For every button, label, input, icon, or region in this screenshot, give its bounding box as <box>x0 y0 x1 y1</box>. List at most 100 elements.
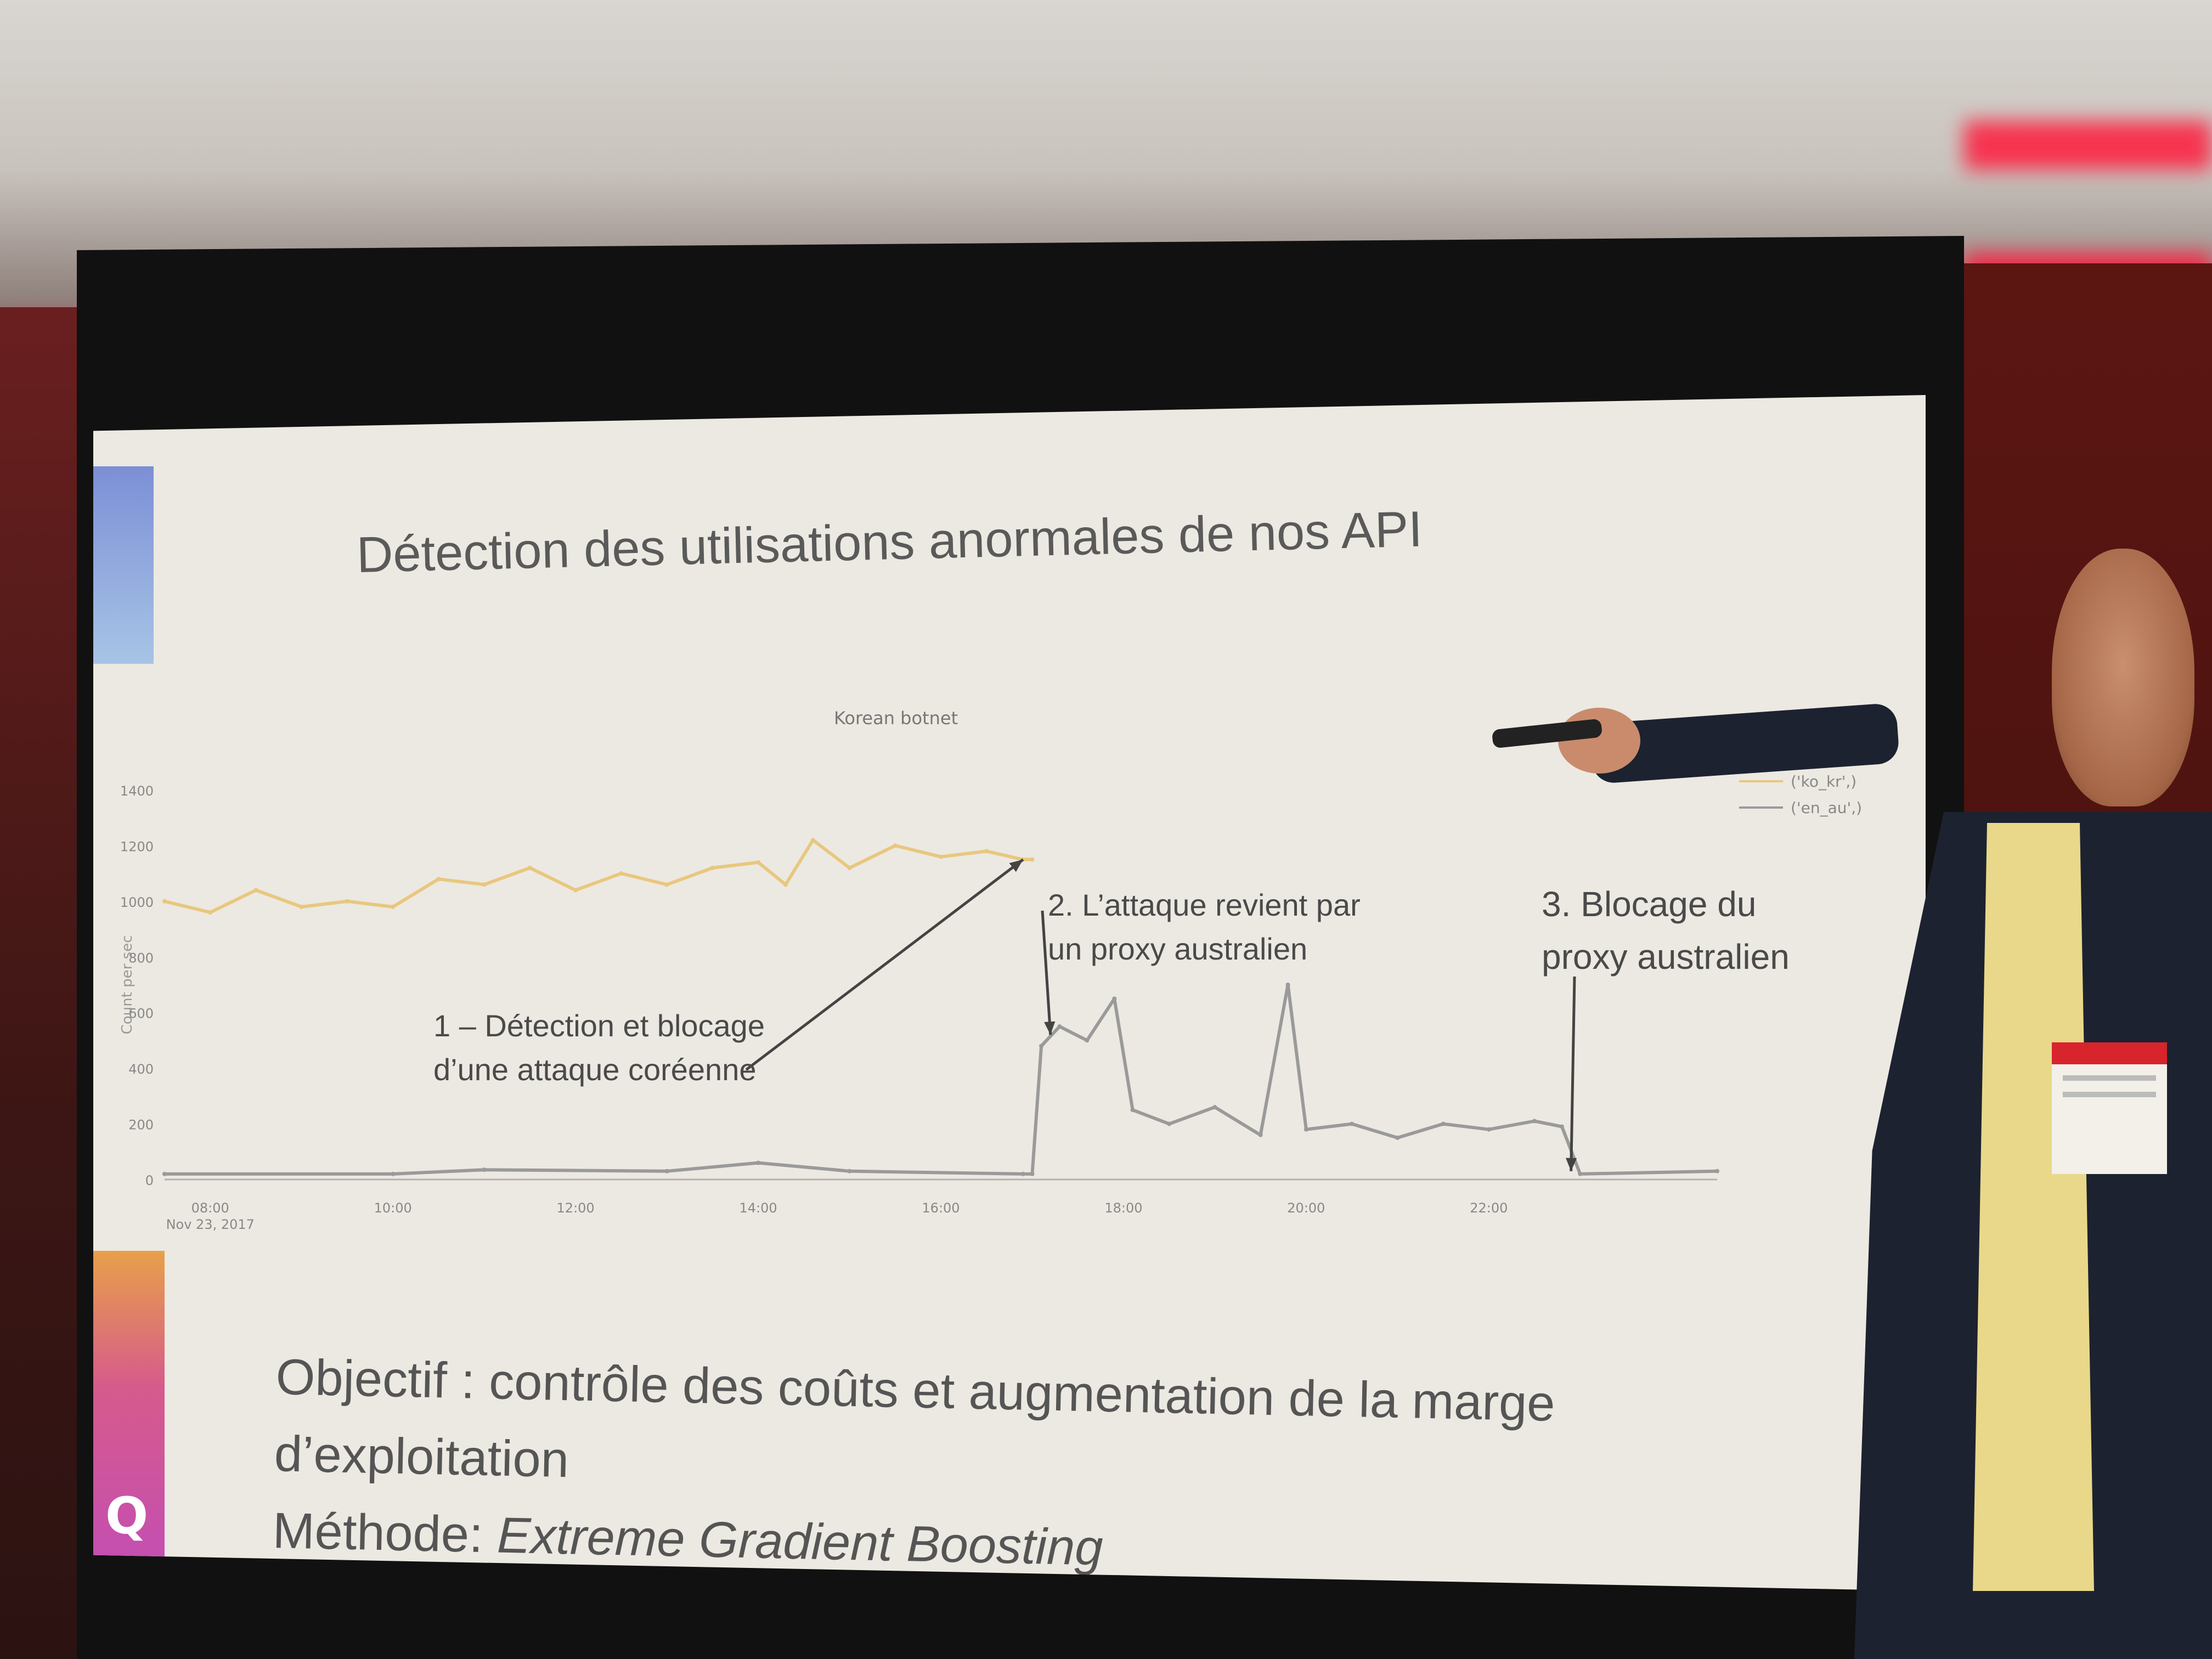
series-point-1 <box>1130 1108 1135 1113</box>
y-tick-label: 400 <box>128 1062 154 1077</box>
annotation-1-arrow <box>745 858 1024 1071</box>
annotation-3: 3. Blocage du proxy australien <box>1542 878 1790 983</box>
annotation-1-line-2: d’une attaque coréenne <box>433 1052 757 1087</box>
series-point-1 <box>482 1167 487 1172</box>
series-point-1 <box>1085 1038 1090 1043</box>
series-point-0 <box>710 866 715 870</box>
annotation-3-line-1: 3. Blocage du <box>1542 884 1757 924</box>
series-point-1 <box>1715 1169 1719 1173</box>
y-tick-label: 600 <box>128 1006 154 1022</box>
series-line-1 <box>165 983 1718 1176</box>
y-tick-label: 1400 <box>120 783 154 799</box>
series-point-0 <box>619 871 624 876</box>
x-tick-label: 14:00 <box>739 1200 777 1216</box>
annotation-2-arrow <box>1041 910 1052 1035</box>
series-point-0 <box>984 849 989 854</box>
slide-top-accent <box>93 466 154 664</box>
series-point-0 <box>253 888 258 893</box>
series-point-0 <box>162 899 167 904</box>
series-point-0 <box>345 899 349 904</box>
series-point-1 <box>1039 1043 1044 1048</box>
series-point-1 <box>1560 1124 1564 1129</box>
series-point-1 <box>1285 983 1290 987</box>
series-point-0 <box>391 905 396 909</box>
series-point-1 <box>1212 1105 1217 1110</box>
legend-swatch-en-au <box>1739 806 1783 809</box>
presenter-hand <box>1558 708 1640 774</box>
annotation-3-arrow-head <box>1565 1158 1577 1171</box>
annotation-1: 1 – Détection et blocage d’une attaque c… <box>433 1004 765 1092</box>
y-tick-label: 800 <box>128 950 154 966</box>
series-point-1 <box>1258 1132 1263 1137</box>
x-tick-label: 08:00 Nov 23, 2017 <box>166 1200 255 1232</box>
x-tick-label: 12:00 <box>557 1200 595 1216</box>
x-tick-label: 10:00 <box>374 1200 412 1216</box>
series-point-0 <box>208 910 213 915</box>
slide-bottom-accent <box>93 1251 165 1558</box>
slide-footer: Objectif : contrôle des coûts et augment… <box>272 1339 1556 1591</box>
y-tick-label: 1000 <box>120 895 154 910</box>
y-tick-label: 200 <box>128 1118 154 1133</box>
x-tick-label: 22:00 <box>1470 1200 1508 1216</box>
legend-label-en-au: ('en_au',) <box>1791 798 1863 817</box>
series-point-1 <box>1167 1121 1172 1126</box>
projected-slide: Q Détection des utilisations anormales d… <box>93 395 1926 1591</box>
badge-text-line <box>2063 1075 2156 1081</box>
y-axis-label: Count per sec <box>119 935 136 1035</box>
series-point-1 <box>1350 1121 1355 1126</box>
chart-legend: ('ko_kr',) ('en_au',) <box>1739 768 1862 821</box>
series-point-1 <box>847 1169 852 1173</box>
series-point-1 <box>1441 1121 1446 1126</box>
presenter-shirt <box>1973 823 2094 1591</box>
series-point-0 <box>664 882 669 887</box>
annotation-3-arrow <box>1570 976 1576 1171</box>
series-point-0 <box>783 882 788 887</box>
y-tick-label: 0 <box>145 1173 154 1188</box>
series-point-1 <box>1395 1135 1400 1140</box>
left-wall <box>0 307 88 1659</box>
series-line-0 <box>164 838 1032 915</box>
name-badge <box>2052 1042 2167 1174</box>
y-tick-label: 1200 <box>120 839 154 854</box>
annotation-2-line-1: 2. L’attaque revient par <box>1048 888 1361 922</box>
x-tick-label: 16:00 <box>922 1200 960 1216</box>
badge-text-line <box>2063 1092 2156 1097</box>
series-point-1 <box>391 1171 396 1176</box>
series-point-0 <box>1030 857 1035 862</box>
series-point-0 <box>810 838 815 843</box>
series-point-0 <box>847 866 852 870</box>
legend-entry-en-au: ('en_au',) <box>1739 794 1862 821</box>
annotation-3-line-2: proxy australien <box>1542 937 1790 977</box>
series-point-0 <box>573 888 578 893</box>
series-point-1 <box>1030 1171 1035 1176</box>
series-point-0 <box>482 882 487 887</box>
series-point-0 <box>299 905 304 909</box>
legend-entry-ko-kr: ('ko_kr',) <box>1739 768 1862 794</box>
series-point-1 <box>1578 1171 1583 1176</box>
annotation-2-arrow-head <box>1044 1021 1056 1035</box>
series-point-0 <box>893 843 898 848</box>
series-point-1 <box>1486 1127 1491 1132</box>
annotation-2: 2. L’attaque revient par un proxy austra… <box>1048 883 1361 971</box>
method-label: Méthode: <box>272 1502 498 1564</box>
legend-swatch-ko-kr <box>1739 780 1783 782</box>
red-ceiling-light-right <box>1964 121 2212 170</box>
series-point-1 <box>664 1169 669 1173</box>
brand-logo: Q <box>105 1487 149 1545</box>
presenter-head <box>2052 549 2194 806</box>
series-point-0 <box>527 866 532 870</box>
series-point-0 <box>756 860 761 865</box>
series-point-1 <box>1532 1119 1537 1124</box>
x-tick-label: 18:00 <box>1104 1200 1142 1216</box>
series-point-1 <box>1057 1024 1062 1029</box>
legend-label-ko-kr: ('ko_kr',) <box>1791 772 1857 791</box>
chart-plot: 0 200 400 600 800 1000 1200 1400 Count per sec 08… <box>119 783 1719 1232</box>
series-point-1 <box>1020 1171 1025 1176</box>
annotation-1-arrow-head <box>1009 859 1023 872</box>
series-point-1 <box>162 1171 167 1176</box>
annotation-1-line-1: 1 – Détection et blocage <box>433 1008 765 1043</box>
series-point-0 <box>436 877 441 882</box>
series-point-1 <box>1112 996 1117 1001</box>
x-tick-label: 20:00 <box>1287 1200 1325 1216</box>
